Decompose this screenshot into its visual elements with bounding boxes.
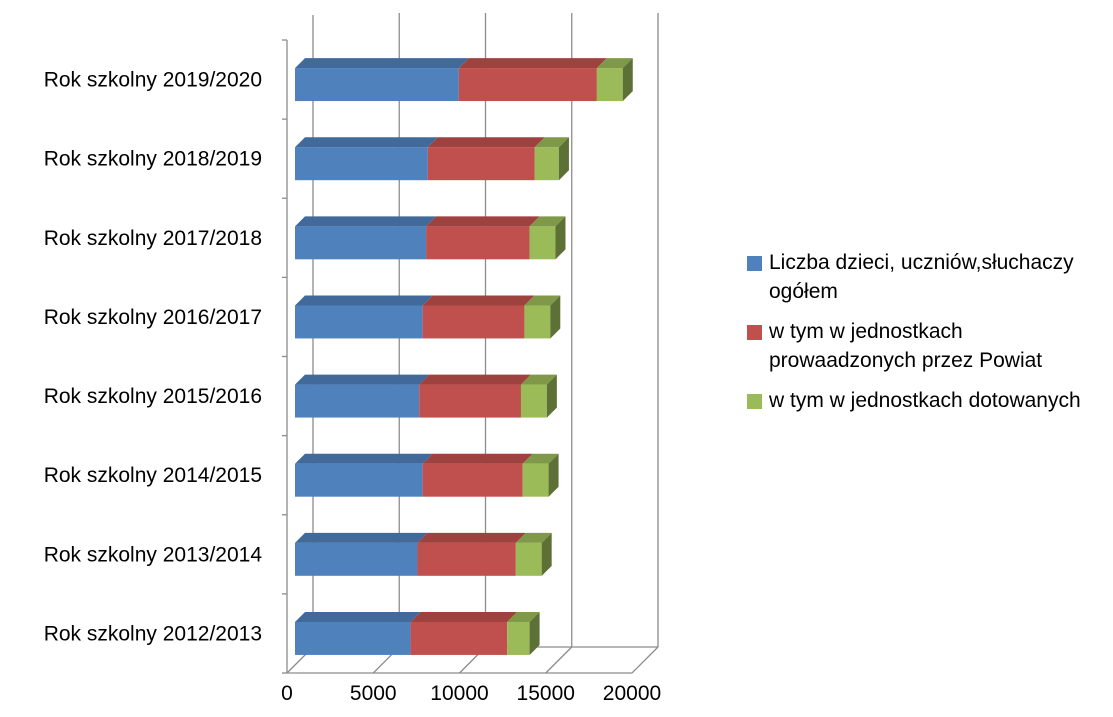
bar-total [295,542,418,576]
bar-total-top [295,295,433,306]
legend-label-total: Liczba dzieci, uczniów,słuchaczy ogółem [769,251,1074,303]
bar-powiat-top [458,58,607,69]
bar-dotowane-side [541,532,552,576]
bar-powiat-top [427,137,545,148]
bar-powiat-top [419,374,531,385]
legend-label-dotowane: w tym w jednostkach dotowanych [769,389,1081,412]
legend-label-powiat: w tym w jednostkach prowaadzonych przez … [769,320,1043,372]
bars-layer [295,58,633,655]
category-label: Rok szkolny 2019/2020 [44,69,262,92]
category-label: Rok szkolny 2015/2016 [44,385,262,408]
bar-dotowane [534,147,559,181]
bar-dotowane-top [596,58,633,69]
bar-dotowane-side [555,216,566,260]
bar-powiat-top [422,453,533,464]
bar-dotowane-top [522,453,559,464]
bar-total-top [295,532,428,543]
x-tick-label: 15000 [517,682,575,705]
legend-item-dotowane: w tym w jednostkach dotowanych [747,386,1109,415]
bar-dotowane-top [524,295,561,306]
bar-dotowane [529,226,556,260]
bar-total-top [295,137,438,148]
x-tick-label: 10000 [430,682,488,705]
bar-dotowane-top [520,374,557,385]
x-tick-label: 20000 [603,682,661,705]
x-tick-label: 5000 [350,682,397,705]
bar-total-top [295,453,433,464]
bar-total-top [295,58,469,69]
bar-powiat [410,621,508,655]
bar-powiat-top [422,295,535,306]
category-label: Rok szkolny 2013/2014 [44,543,263,566]
floor-gridline [631,646,659,674]
floor-gridline [545,646,573,674]
bar-dotowane-top [515,532,552,543]
category-label: Rok szkolny 2012/2013 [44,622,262,645]
bar-powiat [422,463,523,497]
bar-total [295,226,427,260]
category-label: Rok szkolny 2018/2019 [44,148,262,171]
bar-dotowane-side [550,295,561,339]
labels-layer: 0 5000 10000 15000 20000 Rok szkolny 2019/202… [44,69,662,705]
bar-powiat [419,384,521,418]
bar-dotowane [596,68,623,102]
bar-dotowane-side [558,137,569,181]
bar-dotowane-top [529,216,566,227]
bar-dotowane-side [546,374,557,418]
bar-total-top [295,611,421,622]
bar-total [295,463,423,497]
bar-total-top [295,216,437,227]
bar-dotowane-side [548,453,559,497]
legend-item-total: Liczba dzieci, uczniów,słuchaczy ogółem [747,248,1109,306]
bar-powiat-top [417,532,526,543]
bar-dotowane-top [534,137,569,148]
bar-total [295,621,411,655]
bar-dotowane [524,305,551,339]
bar-powiat-top [426,216,540,227]
bar-total [295,305,423,339]
bar-dotowane-top [507,611,540,622]
bar-powiat [426,226,530,260]
legend-swatch-dotowane [747,394,762,409]
bar-dotowane [520,384,547,418]
bar-dotowane-side [622,58,633,102]
legend-swatch-total [747,256,762,271]
bar-total [295,68,459,102]
x-tick-label: 0 [281,682,293,705]
bar-dotowane [522,463,549,497]
bar-total [295,384,420,418]
legend-swatch-powiat [747,325,762,340]
category-label: Rok szkolny 2017/2018 [44,227,262,250]
bar-dotowane-side [529,611,540,655]
bar-total [295,147,428,181]
bar-dotowane [507,621,530,655]
bar-powiat [422,305,525,339]
bar-powiat [417,542,516,576]
bar-powiat-top [410,611,518,622]
bar-dotowane [515,542,542,576]
bar-total-top [295,374,430,385]
category-label: Rok szkolny 2014/2015 [44,464,262,487]
legend-item-powiat: w tym w jednostkach prowaadzonych przez … [747,317,1109,375]
bar-powiat [427,147,535,181]
bar-powiat [458,68,597,102]
category-label: Rok szkolny 2016/2017 [44,306,262,329]
legend: Liczba dzieci, uczniów,słuchaczy ogółem … [747,248,1109,426]
